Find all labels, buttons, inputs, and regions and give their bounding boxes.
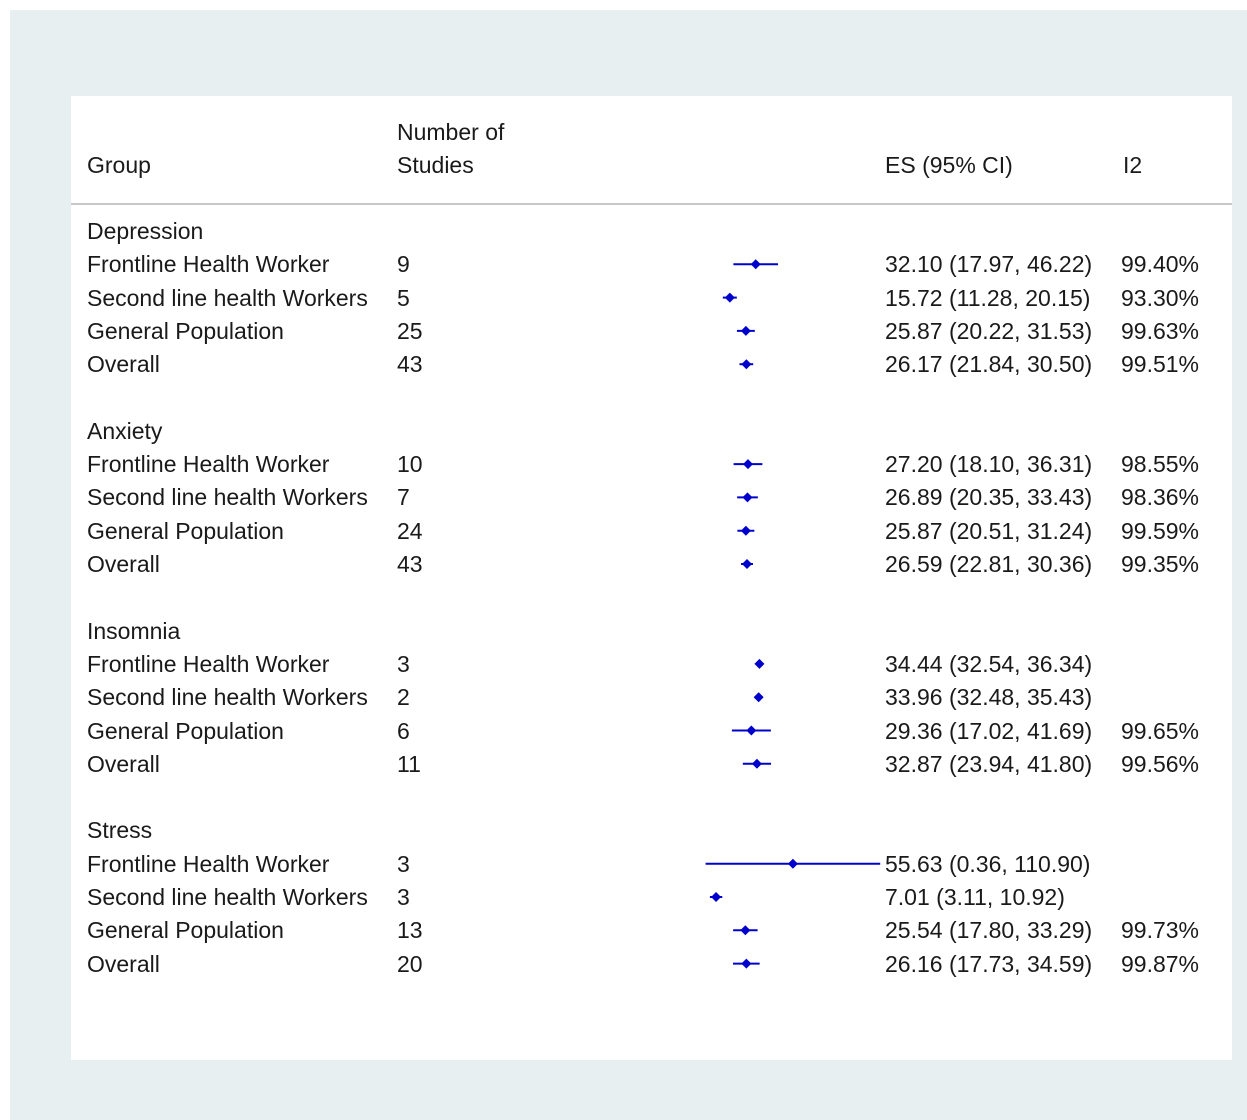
row-group-label: Second line health Workers <box>87 484 368 511</box>
header-es-label: ES (95% CI) <box>885 152 1013 178</box>
row-effect-size-ci: 26.17 (21.84, 30.50) <box>885 351 1093 378</box>
row-effect-size-ci: 25.54 (17.80, 33.29) <box>885 917 1093 944</box>
header-studies-label-line2: Studies <box>397 152 474 178</box>
row-study-count: 24 <box>397 517 423 544</box>
row-i2: 98.55% <box>1121 451 1200 478</box>
row-effect-size-ci: 26.16 (17.73, 34.59) <box>885 950 1093 977</box>
row-study-count: 20 <box>397 950 423 977</box>
row-group-label: Second line health Workers <box>87 884 368 910</box>
header-divider <box>71 203 1232 205</box>
row-group-label: General Population <box>87 317 284 344</box>
row-study-count: 25 <box>397 317 423 344</box>
row-group-label: Overall <box>87 950 160 977</box>
forest-plot-svg <box>705 259 881 969</box>
row-study-count: 43 <box>397 551 423 577</box>
row-study-count: 5 <box>397 284 410 311</box>
row-effect-size-ci: 33.96 (32.48, 35.43) <box>885 684 1093 711</box>
row-i2: 99.35% <box>1121 551 1200 577</box>
row-effect-size-ci: 27.20 (18.10, 36.31) <box>885 451 1093 478</box>
row-study-count: 3 <box>397 850 410 877</box>
row-study-count: 43 <box>397 351 423 378</box>
row-i2: 99.51% <box>1121 351 1200 378</box>
figure-frame: Group Number of Studies ES (95% CI) I2 D… <box>10 10 1247 1120</box>
header-group-label: Group <box>87 152 151 178</box>
row-group-label: Second line health Workers <box>87 684 368 711</box>
section-heading: Stress <box>87 817 153 844</box>
row-study-count: 11 <box>397 750 421 777</box>
row-i2: 93.30% <box>1121 284 1200 311</box>
row-effect-size-ci: 32.10 (17.97, 46.22) <box>885 251 1093 278</box>
row-effect-size-ci: 34.44 (32.54, 36.34) <box>885 650 1093 677</box>
row-i2: 99.65% <box>1121 717 1200 744</box>
row-study-count: 2 <box>397 684 410 711</box>
row-study-count: 3 <box>397 884 410 910</box>
row-group-label: General Population <box>87 717 284 744</box>
effect-size-marker <box>740 525 751 536</box>
effect-size-marker <box>742 559 753 569</box>
effect-size-marker <box>751 758 762 769</box>
row-study-count: 6 <box>397 717 410 744</box>
section-heading: Depression <box>87 218 204 244</box>
row-effect-size-ci: 26.59 (22.81, 30.36) <box>885 551 1093 577</box>
row-effect-size-ci: 7.01 (3.11, 10.92) <box>885 884 1065 910</box>
row-group-label: General Population <box>87 917 284 944</box>
row-study-count: 10 <box>397 451 423 478</box>
section-heading: Anxiety <box>87 417 163 444</box>
row-effect-size-ci: 26.89 (20.35, 33.43) <box>885 484 1093 511</box>
effect-size-marker <box>750 259 761 270</box>
row-group-label: Frontline Health Worker <box>87 650 330 677</box>
row-group-label: Frontline Health Worker <box>87 451 330 478</box>
forest-plot-panel: Group Number of Studies ES (95% CI) I2 D… <box>71 96 1232 1060</box>
effect-size-marker <box>711 892 722 902</box>
row-effect-size-ci: 29.36 (17.02, 41.69) <box>885 717 1093 744</box>
row-study-count: 9 <box>397 251 410 278</box>
row-i2: 99.87% <box>1121 950 1200 977</box>
effect-size-marker <box>724 292 735 303</box>
effect-size-marker <box>753 692 764 703</box>
effect-size-marker <box>787 858 798 869</box>
header-i2-label: I2 <box>1123 152 1143 178</box>
effect-size-marker <box>740 325 751 336</box>
row-effect-size-ci: 32.87 (23.94, 41.80) <box>885 750 1093 777</box>
effect-size-marker <box>754 658 765 669</box>
row-group-label: Overall <box>87 351 160 378</box>
header-studies-label-line1: Number of <box>397 119 505 145</box>
section-heading: Insomnia <box>87 617 181 644</box>
effect-size-marker <box>742 492 753 503</box>
row-group-label: Second line health Workers <box>87 284 368 311</box>
row-study-count: 13 <box>397 917 423 944</box>
row-group-label: General Population <box>87 517 284 544</box>
row-group-label: Overall <box>87 551 160 577</box>
row-i2: 99.56% <box>1121 750 1200 777</box>
row-group-label: Frontline Health Worker <box>87 850 330 877</box>
effect-size-marker <box>740 925 751 936</box>
row-effect-size-ci: 55.63 (0.36, 110.90) <box>885 850 1091 877</box>
row-i2: 99.63% <box>1121 317 1200 344</box>
effect-size-marker <box>746 725 757 736</box>
effect-size-marker <box>741 958 752 969</box>
row-study-count: 3 <box>397 650 410 677</box>
row-group-label: Overall <box>87 750 160 777</box>
row-i2: 98.36% <box>1121 484 1200 511</box>
row-i2: 99.40% <box>1121 251 1200 278</box>
row-i2: 99.59% <box>1121 517 1200 544</box>
row-i2: 99.73% <box>1121 917 1200 944</box>
effect-size-marker <box>742 459 753 470</box>
row-group-label: Frontline Health Worker <box>87 251 330 278</box>
row-study-count: 7 <box>397 484 410 511</box>
row-effect-size-ci: 25.87 (20.51, 31.24) <box>885 517 1093 544</box>
row-effect-size-ci: 25.87 (20.22, 31.53) <box>885 317 1093 344</box>
effect-size-marker <box>741 359 752 370</box>
row-effect-size-ci: 15.72 (11.28, 20.15) <box>885 284 1091 311</box>
